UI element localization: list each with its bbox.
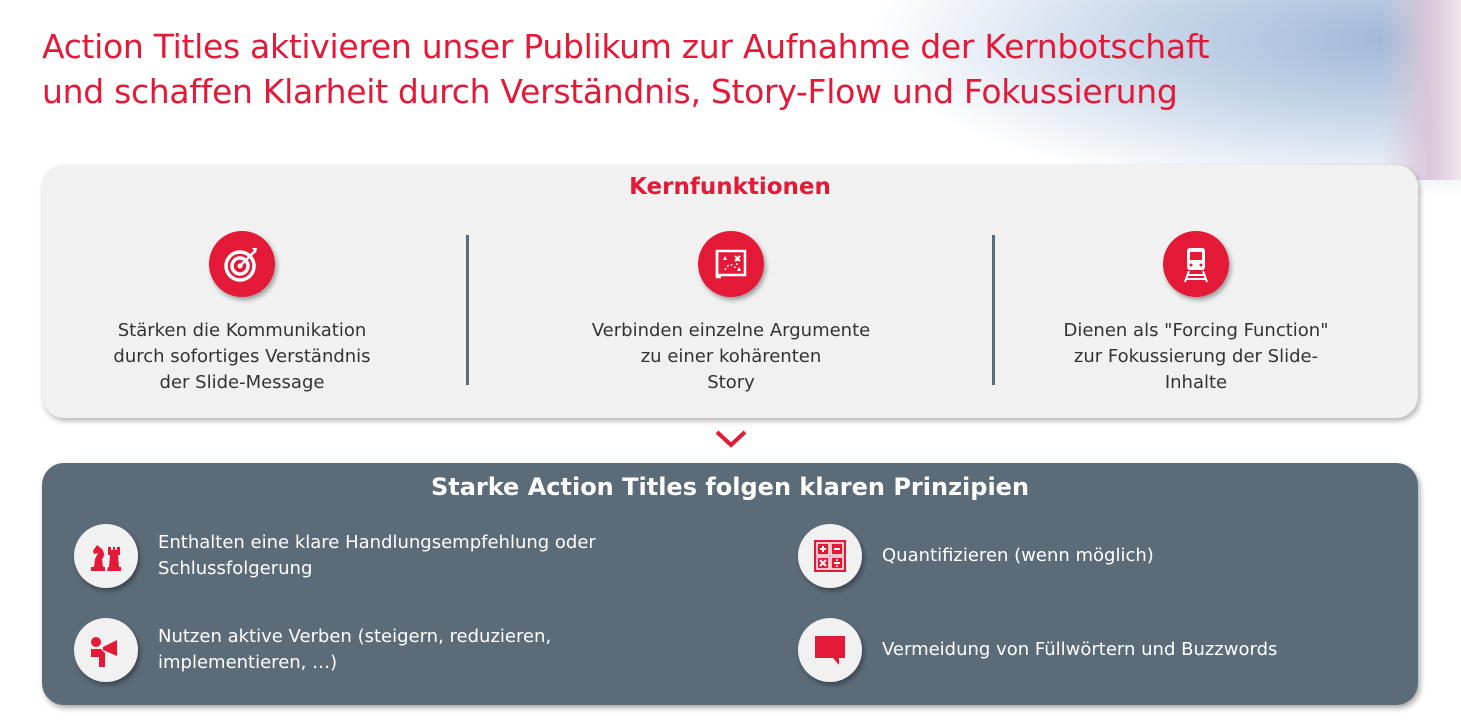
prinzip-1: Enthalten eine klare Handlungsempfehlung… — [74, 524, 596, 588]
prinzip-2: Nutzen aktive Verben (steigern, reduzier… — [74, 618, 551, 682]
kernfunktion-3: Dienen als "Forcing Function" zur Fokuss… — [986, 231, 1406, 396]
chevron-down-icon — [715, 430, 747, 448]
kernfunktion-1: Stärken die Kommunikation durch sofortig… — [32, 231, 452, 396]
speech-bubble-icon — [798, 618, 862, 682]
prinzipien-heading: Starke Action Titles folgen klaren Prinz… — [430, 473, 1030, 501]
kernfunktionen-card: Kernfunktionen Stärken die Kommunikation… — [42, 165, 1418, 418]
kernfunktionen-heading: Kernfunktionen — [629, 174, 831, 200]
kernfunktion-2: Verbinden einzelne Argumente zu einer ko… — [521, 231, 941, 396]
divider — [466, 235, 469, 385]
page-title: Action Titles aktivieren unser Publikum … — [42, 27, 1210, 111]
megaphone-person-icon — [74, 618, 138, 682]
prinzipien-panel: Starke Action Titles folgen klaren Prinz… — [42, 463, 1418, 705]
prinzip-text: Quantifizieren (wenn möglich) — [882, 545, 1154, 566]
prinzip-text: Enthalten eine klare Handlungsempfehlung… — [158, 532, 596, 579]
kernfunktion-text: Dienen als "Forcing Function" zur Fokuss… — [1063, 320, 1329, 393]
prinzip-4: Vermeidung von Füllwörtern und Buzzwords — [798, 618, 1277, 682]
divider — [992, 235, 995, 385]
target-icon — [209, 231, 275, 297]
prinzip-text: Vermeidung von Füllwörtern und Buzzwords — [882, 639, 1278, 660]
kernfunktion-text: Verbinden einzelne Argumente zu einer ko… — [591, 320, 871, 393]
prinzip-3: Quantifizieren (wenn möglich) — [798, 524, 1154, 588]
calculator-icon — [798, 524, 862, 588]
train-icon — [1163, 231, 1229, 297]
kernfunktion-text: Stärken die Kommunikation durch sofortig… — [113, 320, 371, 393]
prinzip-text: Nutzen aktive Verben (steigern, reduzier… — [158, 626, 552, 673]
treasure-map-icon — [698, 231, 764, 297]
background-decoration-edge — [1381, 0, 1461, 180]
chess-pieces-icon — [74, 524, 138, 588]
